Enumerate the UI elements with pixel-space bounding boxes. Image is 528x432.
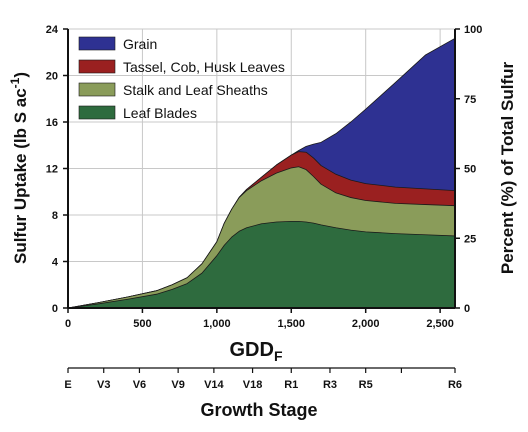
x-tick-label-4: 2,000 (352, 318, 380, 330)
growth-stage-label-6: R1 (284, 379, 298, 391)
stacked-areas (67, 37, 456, 309)
y-tick-label-3: 12 (46, 164, 58, 176)
growth-stage-label-7: R3 (323, 379, 337, 391)
y-tick-label-4: 16 (46, 117, 58, 129)
growth-stage-label-10: R6 (448, 379, 462, 391)
y2-tick-label-4: 100 (464, 24, 482, 36)
x-axis-title: GDDF (229, 339, 282, 364)
growth-stage-label-5: V18 (243, 379, 263, 391)
y-tick-label-6: 24 (46, 24, 59, 36)
growth-stage-axis: E V3 V6 V9 V14 V18 R1 R3 R5 R6 (64, 367, 462, 391)
y-axis-title: Sulfur Uptake (lb S ac-1) (8, 72, 30, 264)
growth-stage-label-4: V14 (204, 379, 224, 391)
legend-swatch-tassel-cob-husk-leaves (78, 59, 116, 74)
y2-axis-title: Percent (%) of Total Sulfur (498, 62, 517, 275)
y2-tick-label-3: 75 (464, 94, 476, 106)
y2-tick-label-0: 0 (464, 303, 470, 315)
y-tick-label-5: 20 (46, 71, 58, 83)
legend-label-grain: Grain (123, 36, 157, 52)
y-tick-label-2: 8 (52, 210, 58, 222)
growth-stage-label-1: V3 (97, 379, 110, 391)
y2-tick-label-1: 25 (464, 233, 476, 245)
x-tick-label-2: 1,000 (203, 318, 231, 330)
legend-label-leaf-blades: Leaf Blades (123, 105, 197, 121)
y-axis-title-superscript: -1 (8, 77, 22, 88)
y-tick-label-0: 0 (52, 303, 58, 315)
growth-stage-label-3: V9 (171, 379, 184, 391)
legend-swatch-stalk-and-leaf-sheaths (78, 82, 116, 97)
legend-label-stalk-and-leaf-sheaths: Stalk and Leaf Sheaths (123, 82, 268, 98)
x-tick-label-3: 1,500 (278, 318, 306, 330)
x-tick-label-1: 500 (133, 318, 151, 330)
legend: Grain Tassel, Cob, Husk Leaves Stalk and L… (78, 36, 285, 121)
growth-stage-label-0: E (64, 379, 71, 391)
legend-swatch-leaf-blades (78, 105, 116, 120)
area-leaf-blades (67, 220, 456, 309)
x-axis-title-subscript: F (274, 348, 283, 364)
legend-swatch-grain (78, 36, 116, 51)
legend-label-tassel-cob-husk-leaves: Tassel, Cob, Husk Leaves (123, 59, 285, 75)
y-tick-label-1: 4 (52, 257, 59, 269)
x-tick-label-5: 2,500 (426, 318, 454, 330)
growth-stage-label-8: R5 (359, 379, 373, 391)
growth-stage-label-2: V6 (133, 379, 146, 391)
axes: 0 500 1,000 1,500 2,000 2,500 0 4 8 12 16 20 24 0 25 50… (46, 24, 483, 330)
y-axis-title-close: ) (11, 72, 30, 78)
growth-stage-title: Growth Stage (200, 400, 317, 420)
y2-tick-label-2: 50 (464, 164, 476, 176)
x-tick-label-0: 0 (65, 318, 71, 330)
